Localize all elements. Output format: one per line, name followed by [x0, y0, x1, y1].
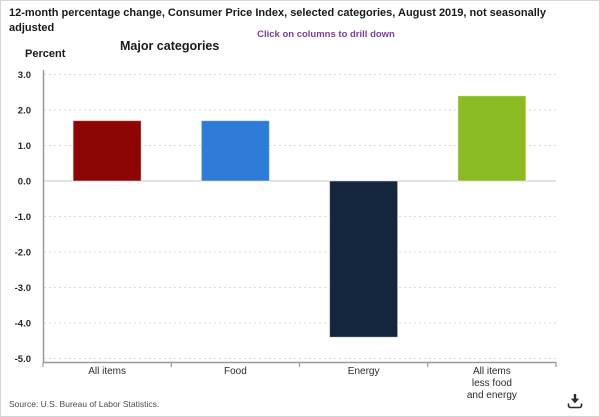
y-axis-unit-label: Percent	[25, 48, 66, 60]
y-tick-label: 1.0	[18, 141, 31, 152]
x-category-label: Food	[224, 366, 247, 377]
x-category-label: All items	[88, 366, 126, 377]
bar-food[interactable]	[200, 120, 270, 182]
y-tick-label: 3.0	[18, 70, 31, 81]
bar-all-items[interactable]	[72, 120, 142, 182]
y-tick-label: 2.0	[18, 106, 31, 117]
download-icon	[567, 393, 583, 408]
download-button[interactable]	[561, 390, 589, 414]
y-tick-label: 0.0	[18, 177, 31, 188]
x-category-label: and energy	[467, 390, 517, 401]
y-tick-label: -5.0	[15, 354, 31, 365]
page-title: 12-month percentage change, Consumer Pri…	[9, 7, 546, 34]
y-tick-label: -1.0	[15, 212, 31, 223]
y-tick-label: -3.0	[15, 283, 31, 294]
drill-down-note: Click on columns to drill down	[257, 29, 395, 40]
y-tick-label: -2.0	[15, 248, 31, 259]
source-note: Source: U.S. Bureau of Labor Statistics.	[9, 399, 160, 409]
x-category-label: All items	[473, 366, 511, 377]
y-tick-label: -4.0	[15, 319, 31, 330]
bar-all-items-less-food-and-energy[interactable]	[457, 95, 527, 182]
x-category-label: Energy	[348, 366, 380, 377]
bar-energy[interactable]	[329, 180, 399, 338]
x-category-label: less food	[472, 378, 512, 389]
chart-heading: Major categories	[120, 39, 220, 53]
